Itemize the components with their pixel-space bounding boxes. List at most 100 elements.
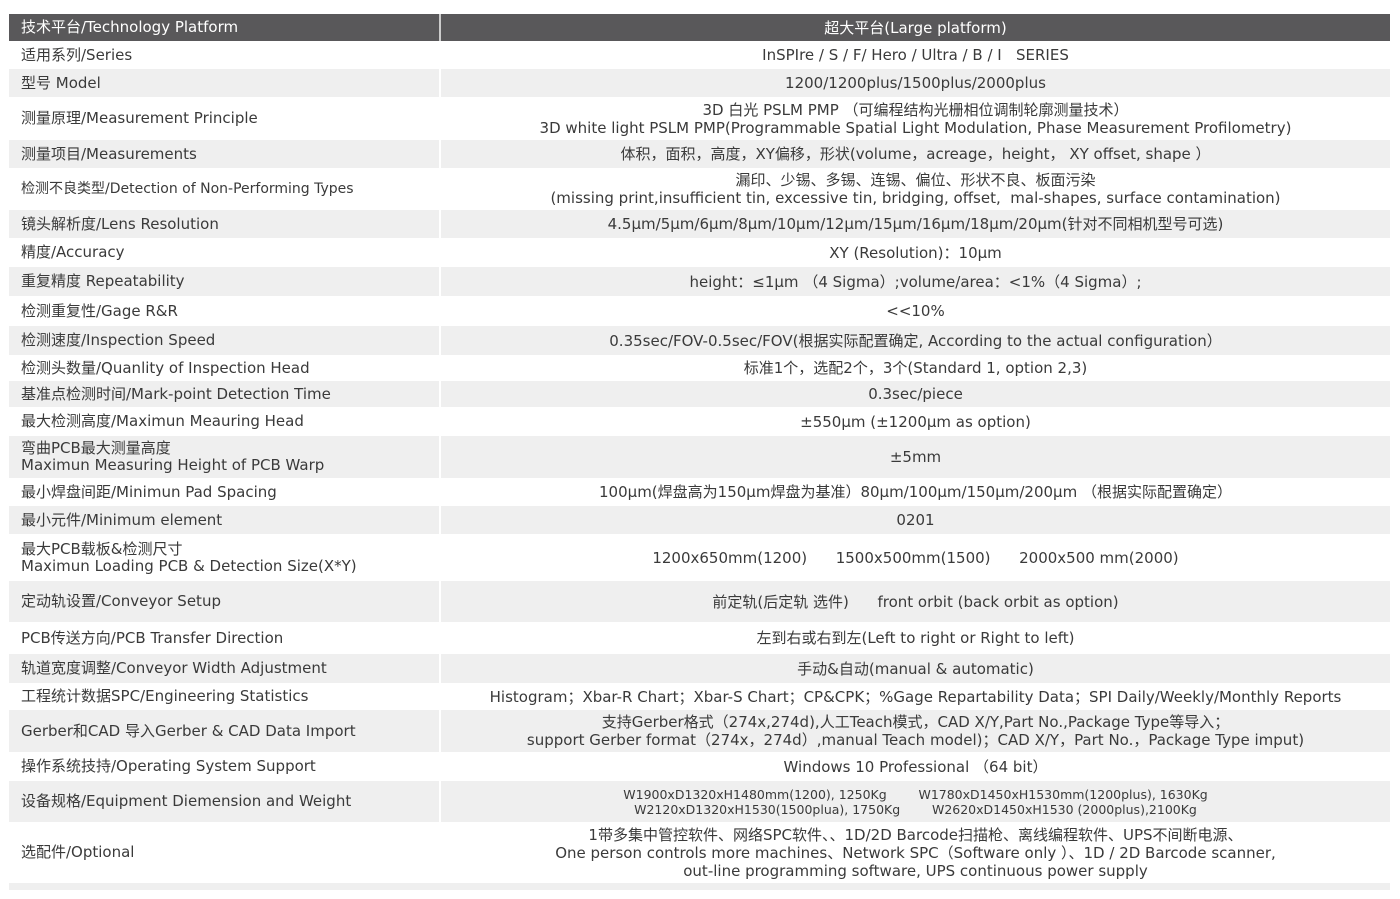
row-label-line: 型号 Model <box>21 73 101 92</box>
table-row: 轨道宽度调整/Conveyor Width Adjustment 手动&自动(ma… <box>9 654 1390 683</box>
row-value-line: 0.35sec/FOV-0.5sec/FOV(根据实际配置确定, Accordi… <box>609 331 1222 350</box>
row-value: 0.3sec/piece <box>441 381 1390 407</box>
row-label: 定动轨设置/Conveyor Setup <box>9 581 441 622</box>
row-label-line: Maximun Loading PCB & Detection Size(X*Y… <box>21 556 357 575</box>
table-row: 适用系列/Series InSPIre / S / F/ Hero / Ultra… <box>9 41 1390 69</box>
row-value-line: 1200x650mm(1200) 1500x500mm(1500) 2000x5… <box>652 548 1179 567</box>
row-label-line: 定动轨设置/Conveyor Setup <box>21 592 221 610</box>
table-row: 检测不良类型/Detection of Non-Performing Types… <box>9 168 1390 210</box>
row-label: 测量原理/Measurement Principle <box>9 97 441 140</box>
row-value-line: <<10% <box>886 302 945 320</box>
row-label-line: 选配件/Optional <box>21 843 135 861</box>
table-row: 精度/Accuracy XY (Resolution)：10μm <box>9 238 1390 267</box>
row-value-line: (missing print,insufficient tin, excessi… <box>550 189 1281 207</box>
row-value: 4.5μm/5μm/6μm/8μm/10μm/12μm/15μm/16μm/18… <box>441 210 1390 238</box>
row-label: 最小焊盘间距/Minimun Pad Spacing <box>9 478 441 506</box>
row-value-line: 漏印、少锡、多锡、连锡、偏位、形状不良、板面污染 <box>735 171 1096 189</box>
row-label-line: 基准点检测时间/Mark-point Detection Time <box>21 384 331 403</box>
row-label: 最小元件/Minimum element <box>9 506 441 534</box>
row-value-line: 体积，面积，高度，XY偏移，形状(volume，acreage，height， … <box>620 145 1211 163</box>
table-header: 技术平台/Technology Platform 超大平台(Large plat… <box>9 14 1390 41</box>
row-value: 漏印、少锡、多锡、连锡、偏位、形状不良、板面污染 (missing print,i… <box>441 168 1390 210</box>
table-row: 检测头数量/Quanlity of Inspection Head 标准1个，选配… <box>9 355 1390 381</box>
table-row: PCB传送方向/PCB Transfer Direction 左到右或右到左(Le… <box>9 622 1390 654</box>
table-row: 测量原理/Measurement Principle 3D 白光 PSLM PMP… <box>9 97 1390 140</box>
row-value: <<10% <box>441 296 1390 326</box>
table-row: 最大检测高度/Maximun Meauring Head ±550μm (±120… <box>9 407 1390 436</box>
row-value-line: Windows 10 Professional （64 bit） <box>783 757 1048 776</box>
row-label-line: 镜头解析度/Lens Resolution <box>21 214 219 233</box>
row-label: 型号 Model <box>9 69 441 97</box>
row-value-line: out-line programming software, UPS conti… <box>683 861 1148 880</box>
row-value: Windows 10 Professional （64 bit） <box>441 752 1390 781</box>
row-value: 1带多集中管控软件、网络SPC软件、、1D/2D Barcode扫描枪、离线编程… <box>441 822 1390 883</box>
row-value-line: 3D white light PSLM PMP(Programmable Spa… <box>539 118 1292 137</box>
row-value: W1900xD1320xH1480mm(1200), 1250Kg W1780x… <box>441 781 1390 822</box>
row-label-line: 最小元件/Minimum element <box>21 510 223 529</box>
row-value: 100μm(焊盘高为150μm焊盘为基准）80μm/100μm/150μm/20… <box>441 478 1390 506</box>
header-value: 超大平台(Large platform) <box>824 18 1007 37</box>
row-label-line: 检测不良类型/Detection of Non-Performing Types <box>21 180 354 197</box>
row-value-line: W1900xD1320xH1480mm(1200), 1250Kg W1780x… <box>623 786 1208 802</box>
row-value-line: 1200/1200plus/1500plus/2000plus <box>785 74 1046 92</box>
row-value-line: 手动&自动(manual & automatic) <box>797 659 1034 678</box>
row-value-line: ±550μm (±1200μm as option) <box>800 412 1031 431</box>
header-label: 技术平台/Technology Platform <box>9 14 441 41</box>
row-label-line: 轨道宽度调整/Conveyor Width Adjustment <box>21 659 327 677</box>
row-value: 前定轨(后定轨 选件) front orbit (back orbit as o… <box>441 581 1390 622</box>
row-value-line: 3D 白光 PSLM PMP （可编程结构光栅相位调制轮廓测量技术） <box>702 100 1129 119</box>
row-value-line: 100μm(焊盘高为150μm焊盘为基准）80μm/100μm/150μm/20… <box>599 483 1232 501</box>
table-row: 弯曲PCB最大测量高度 Maximun Measuring Height of P… <box>9 436 1390 478</box>
row-label: 选配件/Optional <box>9 822 441 883</box>
table-end-strip <box>9 883 1390 890</box>
row-label-line: 弯曲PCB最大测量高度 <box>21 439 171 457</box>
table-row: 操作系统技持/Operating System Support Windows 1… <box>9 752 1390 781</box>
row-label: PCB传送方向/PCB Transfer Direction <box>9 622 441 654</box>
row-label-line: 工程统计数据SPC/Engineering Statistics <box>21 687 309 705</box>
table-row: 检测速度/Inspection Speed 0.35sec/FOV-0.5sec/… <box>9 326 1390 355</box>
row-value-line: height：≤1μm （4 Sigma）;volume/area：<1%（4 … <box>689 272 1142 291</box>
row-label-line: 最小焊盘间距/Minimun Pad Spacing <box>21 482 277 501</box>
row-label: 检测不良类型/Detection of Non-Performing Types <box>9 168 441 210</box>
row-value: 支持Gerber格式（274x,274d),人工Teach模式，CAD X/Y,… <box>441 710 1390 752</box>
table-row: 选配件/Optional 1带多集中管控软件、网络SPC软件、、1D/2D Bar… <box>9 822 1390 883</box>
row-value: 3D 白光 PSLM PMP （可编程结构光栅相位调制轮廓测量技术） 3D whi… <box>441 97 1390 140</box>
row-value: Histogram；Xbar-R Chart；Xbar-S Chart；CP&C… <box>441 683 1390 710</box>
row-label: 适用系列/Series <box>9 41 441 69</box>
row-label-line: 设备规格/Equipment Diemension and Weight <box>21 792 352 810</box>
row-value-line: ±5mm <box>889 448 942 466</box>
table-row: 重复精度 Repeatability height：≤1μm （4 Sigma）;… <box>9 267 1390 296</box>
row-label-line: 最大检测高度/Maximun Meauring Head <box>21 412 304 430</box>
row-value: InSPIre / S / F/ Hero / Ultra / B / I SE… <box>441 41 1390 69</box>
row-label-line: 精度/Accuracy <box>21 243 125 261</box>
row-label: 测量项目/Measurements <box>9 140 441 168</box>
row-label: 设备规格/Equipment Diemension and Weight <box>9 781 441 822</box>
row-value: 0.35sec/FOV-0.5sec/FOV(根据实际配置确定, Accordi… <box>441 326 1390 355</box>
table-row: 测量项目/Measurements 体积，面积，高度，XY偏移，形状(volume… <box>9 140 1390 168</box>
table-row: 型号 Model 1200/1200plus/1500plus/2000plus <box>9 69 1390 97</box>
row-value-line: XY (Resolution)：10μm <box>829 243 1002 262</box>
row-label-line: 测量项目/Measurements <box>21 144 197 163</box>
row-label: 最大PCB载板&检测尺寸 Maximun Loading PCB & Detect… <box>9 534 441 581</box>
row-value-line: W2120xD1320xH1530(1500plua), 1750Kg W262… <box>634 801 1197 817</box>
row-label-line: PCB传送方向/PCB Transfer Direction <box>21 628 284 647</box>
row-value: 1200/1200plus/1500plus/2000plus <box>441 69 1390 97</box>
row-label: Gerber和CAD 导入Gerber & CAD Data Import <box>9 710 441 752</box>
table-row: Gerber和CAD 导入Gerber & CAD Data Import 支持G… <box>9 710 1390 752</box>
row-value-line: 标准1个，选配2个，3个(Standard 1, option 2,3) <box>743 359 1088 377</box>
row-label: 操作系统技持/Operating System Support <box>9 752 441 781</box>
table-row: 镜头解析度/Lens Resolution 4.5μm/5μm/6μm/8μm/1… <box>9 210 1390 238</box>
row-label: 基准点检测时间/Mark-point Detection Time <box>9 381 441 407</box>
row-label: 精度/Accuracy <box>9 238 441 267</box>
row-label: 轨道宽度调整/Conveyor Width Adjustment <box>9 654 441 683</box>
row-label-line: Gerber和CAD 导入Gerber & CAD Data Import <box>21 721 356 740</box>
row-label: 最大检测高度/Maximun Meauring Head <box>9 407 441 436</box>
row-value: ±5mm <box>441 436 1390 478</box>
row-label: 重复精度 Repeatability <box>9 267 441 296</box>
table-row: 设备规格/Equipment Diemension and Weight W190… <box>9 781 1390 822</box>
row-value-line: 前定轨(后定轨 选件) front orbit (back orbit as o… <box>712 592 1119 611</box>
row-value-line: Histogram；Xbar-R Chart；Xbar-S Chart；CP&C… <box>489 687 1342 706</box>
table-row: 检测重复性/Gage R&R <<10% <box>9 296 1390 326</box>
row-value-line: 4.5μm/5μm/6μm/8μm/10μm/12μm/15μm/16μm/18… <box>607 215 1224 233</box>
row-label-line: 最大PCB载板&检测尺寸 <box>21 539 183 558</box>
